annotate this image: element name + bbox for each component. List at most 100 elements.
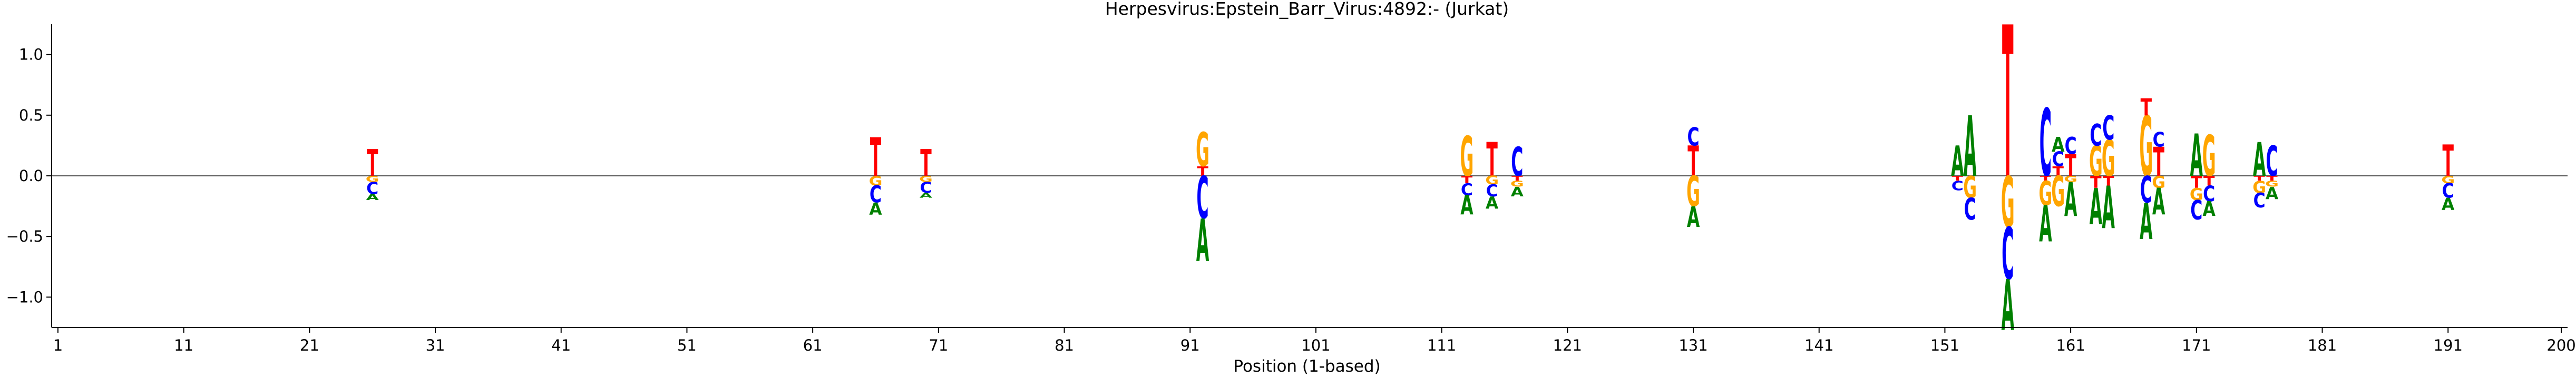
- logo-letter-C: C: [1486, 182, 1498, 201]
- logo-letter-T: T: [2141, 94, 2152, 121]
- logo-letter-G: G: [2038, 174, 2052, 213]
- logo-letter-G: G: [1485, 174, 1499, 187]
- logo-column-163: GC TA: [2089, 117, 2103, 236]
- logo-letter-T: T: [920, 142, 932, 185]
- logo-letter-G: G: [869, 173, 883, 188]
- logo-letter-C: C: [2065, 133, 2077, 160]
- logo-column-167: GT CA: [2139, 94, 2153, 251]
- logo-letter-G: G: [2152, 173, 2165, 192]
- logo-letter-G: G: [1686, 168, 1700, 216]
- logo-letter-G: G: [2202, 124, 2216, 190]
- logo-letter-C: C: [2153, 129, 2165, 152]
- logo-letter-A: A: [1196, 208, 1209, 275]
- logo-letter-A: A: [1951, 138, 1964, 186]
- x-axis-label: Position (1-based): [1233, 357, 1380, 376]
- logo-letter-C: C: [2442, 180, 2454, 203]
- logo-letter-T: T: [2103, 173, 2114, 188]
- x-tick-label: 71: [929, 336, 948, 354]
- logo-letter-A: A: [869, 200, 882, 219]
- logo-letter-G: G: [2102, 130, 2115, 188]
- logo-letter-T: T: [2203, 173, 2215, 188]
- logo-letter-T: T: [1687, 138, 1699, 186]
- logo-letter-T: T: [2253, 175, 2265, 183]
- logo-letter-A: A: [2190, 123, 2203, 190]
- logo-letter-C: C: [2090, 117, 2102, 153]
- logo-letter-T: T: [1486, 132, 1497, 187]
- logo-letter-G: G: [1963, 170, 1977, 205]
- x-tick-label: 1: [53, 336, 63, 354]
- x-tick-label: 31: [426, 336, 445, 354]
- logo-letter-C: C: [1511, 138, 1523, 185]
- x-tick-label: 111: [1427, 336, 1456, 354]
- logo-letter-T: T: [2053, 164, 2064, 179]
- y-tick-label: 0.5: [19, 106, 43, 124]
- x-tick-label: 131: [1679, 336, 1707, 354]
- chart-title: Herpesvirus:Epstein_Barr_Virus:4892:- (J…: [1105, 0, 1509, 19]
- logo-letter-C: C: [1951, 178, 1964, 194]
- logo-letter-T: T: [2065, 148, 2076, 183]
- logo-letter-G: G: [1460, 126, 1474, 189]
- logo-letter-G: G: [2190, 185, 2203, 204]
- logo-letter-T: T: [1461, 174, 1473, 186]
- logo-column-168: TC GA: [2152, 129, 2165, 223]
- logo-letter-C: C: [2102, 109, 2114, 147]
- logo-letter-T: T: [2153, 138, 2164, 185]
- x-tick-label: 91: [1180, 336, 1200, 354]
- logo-letter-C: C: [1687, 123, 1699, 152]
- logo-letter-G: G: [919, 174, 933, 184]
- logo-letter-C: C: [366, 180, 378, 198]
- x-tick-label: 101: [1301, 336, 1330, 354]
- logo-letter-C: C: [2052, 148, 2064, 171]
- logo-letter-C: C: [2266, 138, 2278, 186]
- logo-letter-G: G: [1196, 123, 1209, 177]
- x-tick-label: 51: [677, 336, 697, 354]
- logo-letter-C: C: [1964, 192, 1976, 227]
- logo-letter-C: C: [870, 181, 882, 208]
- x-tick-label: 181: [2308, 336, 2337, 354]
- x-tick-label: 21: [300, 336, 319, 354]
- logo-letter-A: A: [2266, 184, 2279, 203]
- logo-letter-C: C: [1461, 181, 1473, 200]
- x-tick-label: 151: [1930, 336, 1959, 354]
- logo-letter-A: A: [2002, 265, 2015, 346]
- y-tick-label: 1.0: [19, 46, 43, 64]
- x-tick-label: 141: [1804, 336, 1833, 354]
- logo-letter-C: C: [2253, 190, 2266, 212]
- logo-letter-A: A: [2039, 195, 2052, 253]
- logo-letter-A: A: [1687, 201, 1700, 234]
- y-tick-label: −0.5: [6, 227, 43, 245]
- logo-letter-A: A: [2442, 195, 2455, 214]
- logo-letter-A: A: [2102, 175, 2115, 242]
- logo-letter-A: A: [2140, 193, 2153, 251]
- x-tick-label: 200: [2546, 336, 2575, 354]
- logo-letter-A: A: [2052, 134, 2064, 156]
- logo-column-164: GC TA: [2102, 109, 2115, 243]
- logo-letter-G: G: [2064, 174, 2077, 184]
- logo-letter-C: C: [2040, 89, 2052, 198]
- logo-letter-A: A: [2253, 132, 2266, 187]
- logo-letter-A: A: [2152, 181, 2165, 223]
- x-tick-label: 81: [1055, 336, 1074, 354]
- logo-letter-C: C: [2140, 168, 2152, 211]
- logo-column-153: AGC: [1963, 98, 1977, 227]
- x-tick-label: 161: [2056, 336, 2085, 354]
- logo-letter-A: A: [1511, 184, 1524, 200]
- logo-letter-T: T: [2191, 173, 2202, 192]
- logo-letter-A: A: [2064, 172, 2077, 227]
- logo-letter-T: T: [2002, 0, 2014, 225]
- logo-letter-A: A: [2203, 198, 2216, 221]
- logo-letter-T: T: [2090, 173, 2102, 192]
